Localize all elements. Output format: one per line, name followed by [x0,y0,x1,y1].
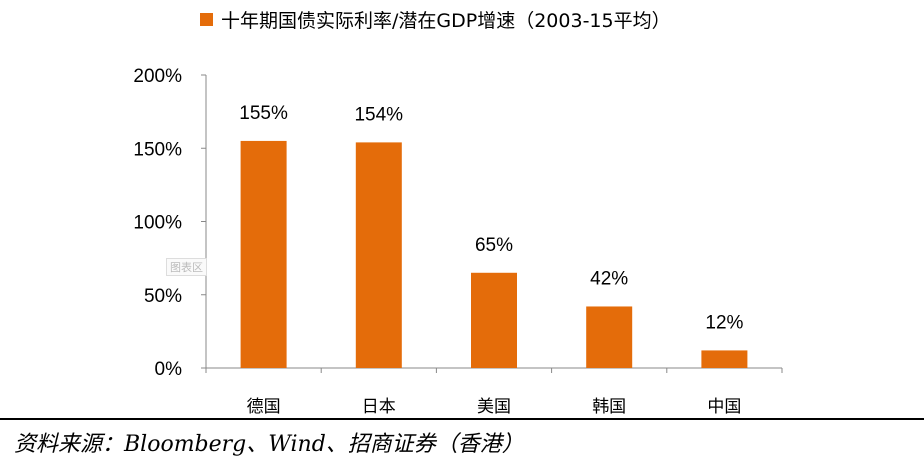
legend-swatch [200,13,213,26]
bar [471,272,517,368]
x-tick-label: 中国 [707,397,741,417]
data-label: 12% [705,312,743,333]
x-tick-label: 日本 [362,397,396,417]
bar-chart: 0% 50% 100% 150% 200% 155% 德国 154% 日本 65% 美国 42% 韩国 1… [133,66,783,417]
y-tick-label: 50% [144,286,182,307]
y-tick-label: 150% [133,139,182,160]
bar [240,140,287,368]
bar [355,142,402,368]
x-tick-label: 韩国 [592,397,626,417]
data-label: 42% [590,268,628,289]
data-label: 155% [239,103,288,124]
x-tick-label: 德国 [247,397,281,417]
chart-area-watermark: 图表区 [166,258,207,276]
x-tick-label: 美国 [477,397,511,417]
y-tick-label: 0% [155,359,183,380]
y-tick-label: 200% [133,66,182,87]
legend: 十年期国债实际利率/潜在GDP增速（2003-15平均） [200,6,671,33]
y-tick-label: 100% [133,213,182,234]
source-note: 资料来源：Bloomberg、Wind、招商证券（香港） [14,432,524,457]
data-label: 65% [475,235,513,256]
legend-label: 十年期国债实际利率/潜在GDP增速（2003-15平均） [221,10,671,32]
data-label: 154% [354,104,403,125]
bar [586,306,633,368]
divider [0,418,924,420]
bar [701,350,748,368]
